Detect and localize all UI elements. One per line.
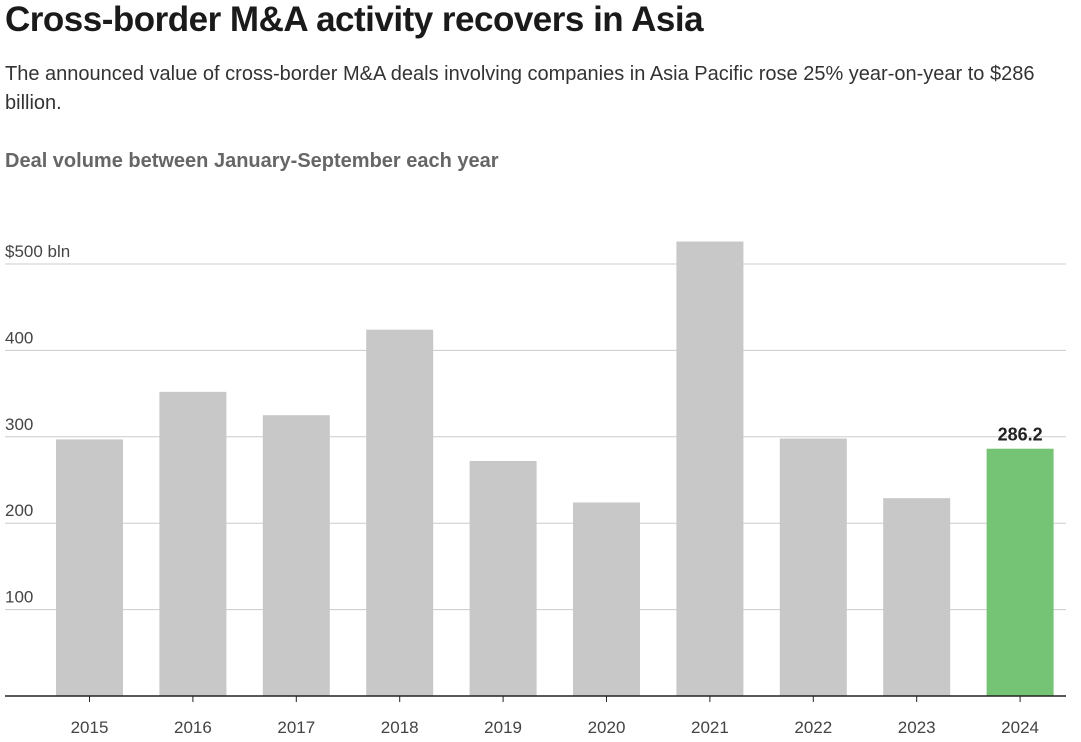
x-tick-label: 2022 [794,718,832,737]
data-label-2024: 286.2 [998,425,1043,445]
y-tick-label: 200 [5,501,33,520]
labels: 100 200 300 400 $500 bln 2015 2016 2017 2018 2019… [5,242,1043,737]
bar-2015 [56,439,123,696]
x-tick-label: 2016 [174,718,212,737]
bar-2024 [986,448,1054,696]
y-tick-label: 100 [5,588,33,607]
x-tick-label: 2024 [1001,718,1039,737]
chart-subtitle: The announced value of cross-border M&A … [5,63,1035,114]
bar-2020 [573,502,640,696]
bar-2017 [262,415,330,696]
bar-2023 [883,498,951,696]
y-tick-label: 400 [5,328,33,347]
x-tick-label: 2021 [691,718,729,737]
bar-2019 [469,460,537,696]
x-tick-label: 2018 [381,718,419,737]
y-tick-label: $500 bln [5,242,70,261]
y-tick-label: 300 [5,415,33,434]
bar-2016 [159,391,227,696]
chart-heading: Deal volume between January-September ea… [5,150,499,172]
x-tick-label: 2015 [71,718,109,737]
bars [56,241,1054,696]
bar-2018 [366,329,434,696]
x-tick-label: 2019 [484,718,522,737]
x-axis [5,695,1066,702]
x-tick-label: 2023 [898,718,936,737]
bar-2022 [779,438,847,696]
x-tick-label: 2017 [277,718,315,737]
chart-title: Cross-border M&A activity recovers in As… [5,0,704,39]
bar-2021 [676,241,744,696]
x-tick-label: 2020 [588,718,626,737]
